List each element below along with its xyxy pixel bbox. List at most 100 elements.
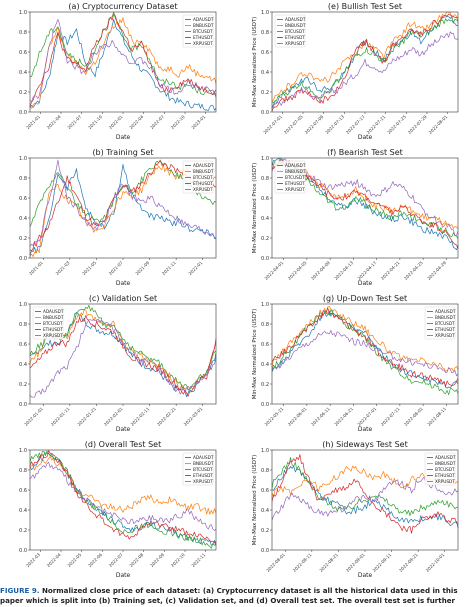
legend-box	[424, 452, 456, 486]
series-line-ethusdt	[29, 314, 217, 397]
series-line-adausdt	[271, 16, 459, 109]
y-tick-label: 0.8	[261, 468, 269, 474]
x-tick-label: 2022-03-01	[183, 406, 204, 427]
x-tick-label: 2022-04-09	[310, 260, 331, 281]
x-axis-label: Date	[116, 280, 131, 287]
y-tick-label: 0.8	[19, 176, 27, 182]
series-line-adausdt	[271, 310, 459, 389]
legend-label: BNBUSDT	[193, 461, 214, 466]
legend-label: ADAUSDT	[43, 309, 64, 314]
legend-box	[182, 14, 214, 48]
x-tick-label: 2022-09-11	[372, 552, 393, 573]
x-axis-label: Date	[116, 572, 131, 579]
x-tick-label: 2022-07-09	[304, 114, 325, 135]
series-line-xrpusdt	[29, 19, 217, 102]
y-tick-label: 0.2	[261, 382, 269, 388]
legend-box	[424, 306, 456, 340]
y-axis-label: Min-Max Normalized Price (USDT)	[252, 163, 258, 254]
legend-label: BNBUSDT	[435, 315, 456, 320]
legend-label: BNBUSDT	[285, 23, 306, 28]
chart-panel-1: (e) Bullish Test Set 0.0 0.2 0.4 0.6 0.8 1.0 20…	[252, 2, 459, 141]
y-tick-label: 0.8	[261, 322, 269, 328]
series-line-xrpusdt	[271, 31, 458, 108]
x-tick-label: 2022-07-29	[407, 114, 428, 135]
x-tick-label: 2022-07-01	[262, 114, 283, 135]
y-tick-label: 0.4	[19, 70, 27, 76]
y-tick-label: 0.6	[19, 488, 27, 494]
x-tick-label: 2022-07-05	[283, 114, 304, 135]
x-tick-label: 2021-04	[46, 114, 62, 130]
chart-panel-3: (f) Bearish Test Set 0.0 0.2 0.4 0.6 0.8 1.0 20…	[252, 148, 459, 287]
x-tick-label: 2022-01	[188, 260, 204, 276]
y-tick-label: 0.6	[19, 342, 27, 348]
y-tick-label: 1.0	[19, 10, 27, 16]
y-tick-label: 1.0	[261, 302, 269, 308]
y-tick-label: 0.8	[261, 176, 269, 182]
x-tick-label: 2021-09	[134, 260, 150, 276]
series-line-btcusdt	[29, 11, 217, 98]
legend-label: BTCUSDT	[435, 467, 455, 472]
legend-label: ADAUSDT	[193, 17, 214, 22]
y-tick-label: 0.4	[261, 362, 269, 368]
x-axis-label: Date	[358, 134, 373, 141]
x-tick-label: 2022-08-11	[426, 406, 447, 427]
x-tick-label: 2022-07	[149, 114, 165, 130]
series-line-ethusdt	[29, 450, 217, 544]
chart-title: (a) Cryptocurrency Dataset	[68, 2, 177, 11]
legend-label: BTCUSDT	[435, 321, 455, 326]
chart-title: (c) Validation Set	[89, 294, 157, 303]
x-tick-label: 2021-10	[87, 114, 103, 130]
y-tick-label: 0.0	[19, 402, 27, 408]
y-tick-label: 0.6	[261, 50, 269, 56]
x-tick-label: 2022-08-11	[292, 552, 313, 573]
legend-box	[32, 306, 64, 340]
x-tick-label: 2022-02-11	[130, 406, 151, 427]
x-tick-label: 2022-04-25	[403, 260, 424, 281]
x-tick-label: 2022-07-25	[386, 114, 407, 135]
x-tick-label: 2022-08-01	[265, 552, 286, 573]
series-line-adausdt	[29, 18, 217, 111]
x-tick-label: 2022-04-29	[426, 260, 447, 281]
x-tick-label: 2022-01-01	[23, 406, 44, 427]
x-tick-label: 2022-08-01	[428, 114, 449, 135]
y-tick-label: 0.6	[261, 488, 269, 494]
x-tick-label: 2022-04-13	[333, 260, 354, 281]
x-tick-label: 2022-09	[149, 552, 165, 568]
legend-label: BTCUSDT	[193, 175, 213, 180]
y-tick-label: 0.8	[261, 30, 269, 36]
series-line-xrpusdt	[29, 318, 217, 398]
legend-label: BTCUSDT	[285, 29, 305, 34]
legend-label: ETHUSDT	[193, 473, 213, 478]
y-tick-label: 1.0	[261, 10, 269, 16]
legend-label: ADAUSDT	[435, 455, 456, 460]
y-tick-label: 0.2	[19, 90, 27, 96]
series-line-btcusdt	[271, 309, 459, 396]
legend-box	[274, 160, 306, 194]
legend-label: XRPUSDT	[435, 333, 455, 338]
legend-label: ETHUSDT	[435, 327, 455, 332]
series-line-ethusdt	[271, 454, 459, 534]
legend-label: BNBUSDT	[43, 315, 64, 320]
x-tick-label: 2022-01-21	[76, 406, 97, 427]
x-tick-label: 2022-10-01	[425, 552, 446, 573]
legend-label: ADAUSDT	[193, 455, 214, 460]
y-tick-label: 0.4	[19, 362, 27, 368]
y-axis-label: Min-Max Normalized Price (USDT)	[252, 455, 258, 546]
legend-label: BNBUSDT	[435, 461, 456, 466]
legend-label: XRPUSDT	[193, 187, 213, 192]
y-tick-label: 1.0	[19, 448, 27, 454]
x-tick-label: 2022-03	[25, 552, 41, 568]
y-tick-label: 0.0	[19, 110, 27, 116]
x-tick-label: 2021-07	[108, 260, 124, 276]
x-tick-label: 2022-04-01	[264, 260, 285, 281]
y-tick-label: 0.0	[261, 548, 269, 554]
chart-title: (g) Up-Down Test Set	[323, 294, 407, 303]
series-line-xrpusdt	[272, 330, 459, 377]
x-tick-label: 2022-08-21	[318, 552, 339, 573]
x-tick-label: 2022-06	[87, 552, 103, 568]
legend-label: XRPUSDT	[43, 333, 63, 338]
y-tick-label: 1.0	[19, 156, 27, 162]
legend-box	[274, 14, 306, 48]
series-line-ethusdt	[29, 13, 217, 107]
legend-label: ETHUSDT	[285, 181, 305, 186]
